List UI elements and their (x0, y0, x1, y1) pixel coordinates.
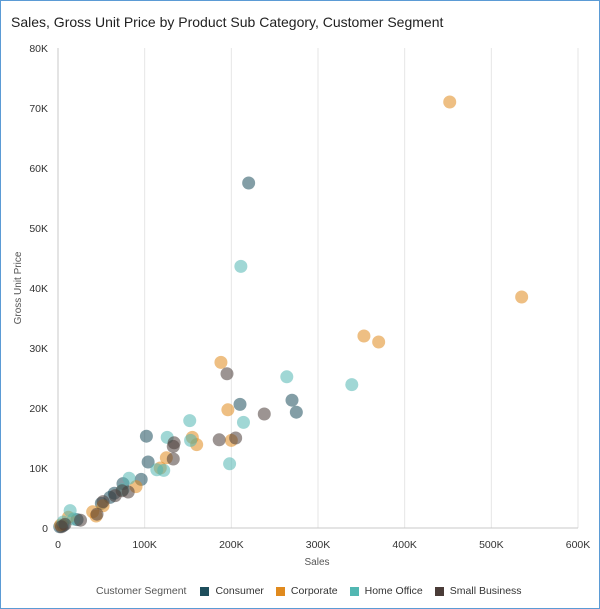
data-point (214, 355, 228, 369)
data-point (54, 520, 68, 534)
data-point (121, 485, 135, 499)
legend-swatch (275, 586, 285, 596)
data-point (90, 507, 104, 521)
data-point (234, 259, 248, 273)
legend-item-consumer[interactable]: Consumer (200, 585, 264, 597)
data-point (108, 489, 122, 503)
data-point (122, 471, 136, 485)
x-tick-label: 500K (479, 539, 504, 551)
x-tick-label: 200K (219, 539, 244, 551)
data-point (212, 433, 226, 447)
legend-label: Corporate (290, 585, 338, 597)
y-tick-label: 20K (29, 403, 48, 415)
x-tick-label: 0 (55, 539, 61, 551)
y-tick-label: 10K (29, 463, 48, 475)
legend-item-small-business[interactable]: Small Business (434, 585, 522, 597)
y-tick-label: 0 (42, 523, 48, 535)
data-point (183, 414, 197, 428)
data-point (141, 455, 155, 469)
chart-title: Sales, Gross Unit Price by Product Sub C… (11, 14, 444, 30)
data-point (139, 429, 153, 443)
x-tick-label: 300K (306, 539, 331, 551)
data-point (257, 407, 271, 421)
y-axis-title: Gross Unit Price (13, 251, 24, 324)
x-tick-label: 600K (566, 539, 591, 551)
y-tick-label: 70K (29, 103, 48, 115)
tick-labels: 0 100K 200K 300K 400K 500K 600K 0 10K 20K 30K 40K 50… (29, 43, 590, 551)
data-point (184, 433, 198, 447)
axes (57, 48, 578, 529)
data-point (443, 95, 457, 109)
data-point (157, 463, 171, 477)
data-point (345, 378, 359, 392)
legend: Customer Segment Consumer Corporate Home… (96, 585, 534, 597)
legend-swatch (434, 586, 444, 596)
data-point (220, 367, 234, 381)
data-point (221, 403, 235, 417)
legend-label: Consumer (215, 585, 264, 597)
data-point (166, 452, 180, 466)
y-tick-label: 60K (29, 163, 48, 175)
legend-label: Home Office (364, 585, 423, 597)
data-point (515, 290, 529, 304)
legend-title: Customer Segment (96, 585, 187, 597)
data-point (289, 405, 303, 419)
x-tick-label: 100K (132, 539, 157, 551)
data-point (357, 329, 371, 343)
data-point (96, 495, 110, 509)
legend-swatch (200, 586, 210, 596)
data-point (372, 335, 386, 349)
y-tick-label: 80K (29, 43, 48, 55)
y-tick-label: 50K (29, 223, 48, 235)
data-point (242, 176, 256, 190)
data-point (236, 415, 250, 429)
data-point (229, 431, 243, 445)
x-tick-label: 400K (392, 539, 417, 551)
grid-lines (144, 48, 579, 528)
data-points (53, 95, 529, 534)
data-point (74, 513, 88, 527)
legend-label: Small Business (449, 585, 522, 597)
y-tick-label: 40K (29, 283, 48, 295)
legend-item-home-office[interactable]: Home Office (349, 585, 423, 597)
x-axis-title: Sales (304, 557, 329, 568)
legend-swatch (349, 586, 359, 596)
data-point (233, 397, 247, 411)
legend-item-corporate[interactable]: Corporate (275, 585, 338, 597)
data-point (285, 393, 299, 407)
data-point (166, 439, 180, 453)
y-tick-label: 30K (29, 343, 48, 355)
data-point (223, 457, 237, 471)
data-point (280, 370, 294, 384)
